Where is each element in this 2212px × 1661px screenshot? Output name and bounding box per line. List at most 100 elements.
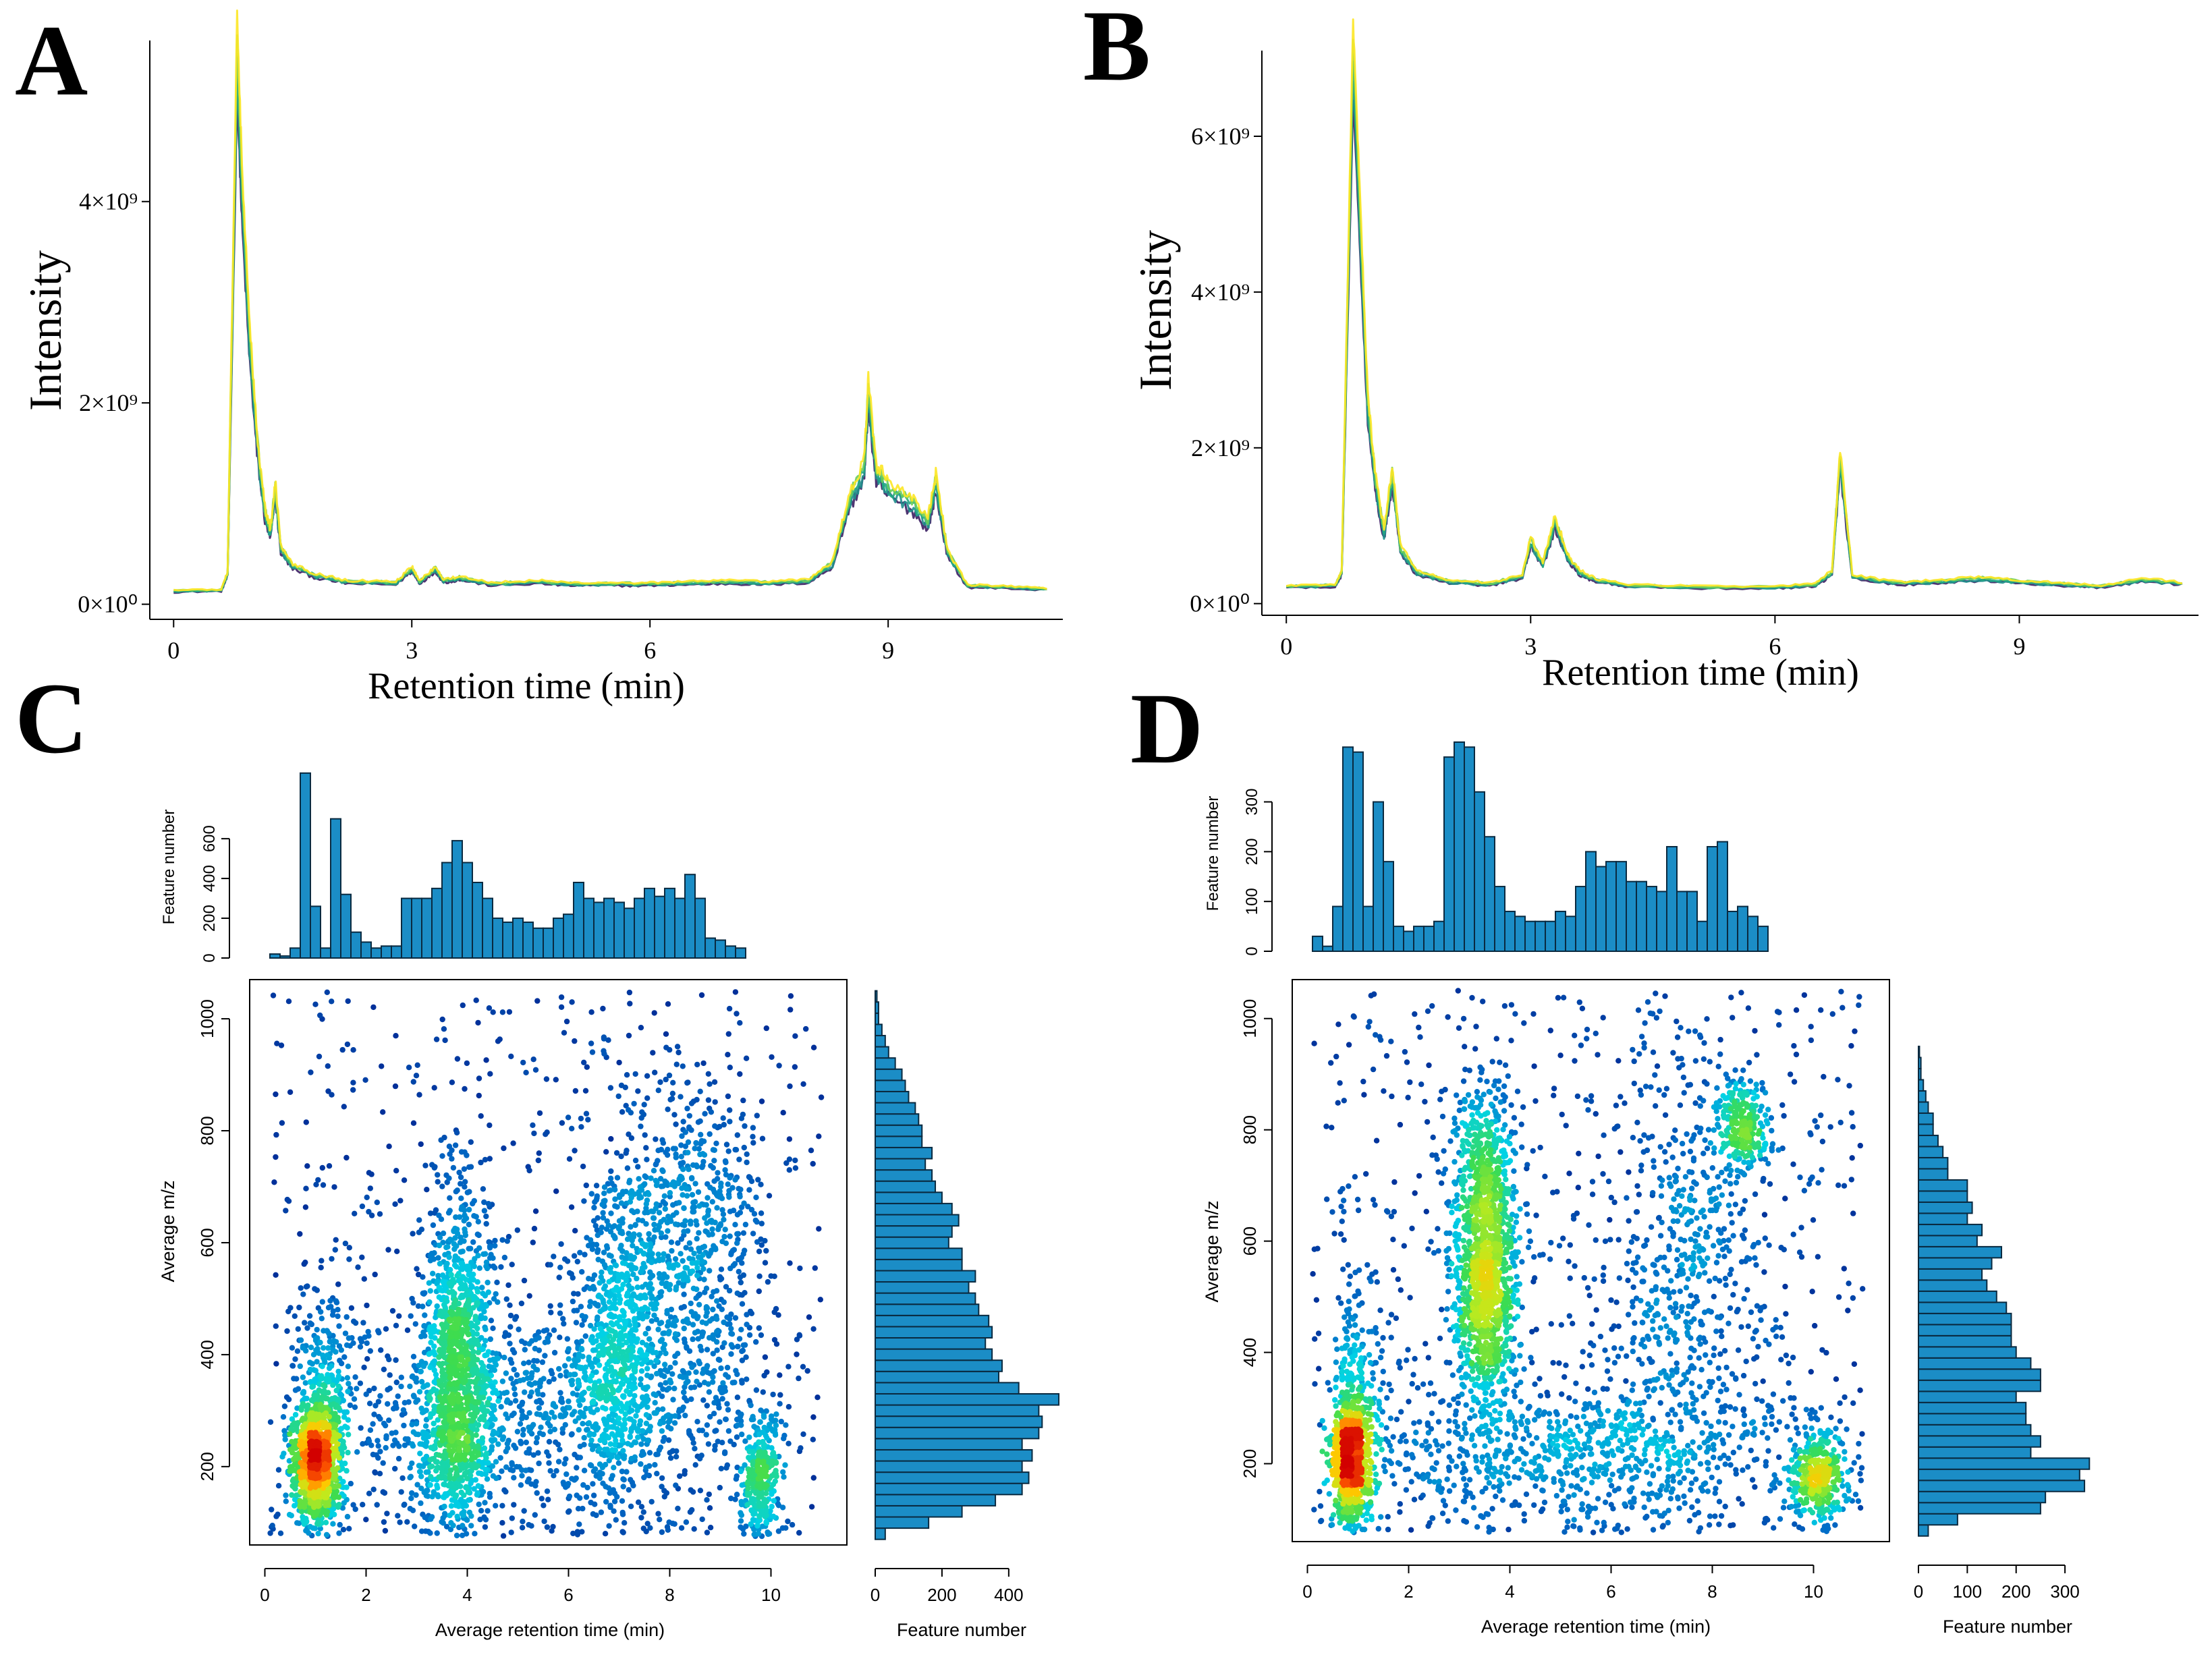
top-hist-bar [715,939,726,959]
scatter-point [480,1363,487,1370]
scatter-point [580,1482,586,1488]
scatter-point [679,1185,685,1191]
scatter-point [458,1234,464,1241]
scatter-point [624,1300,630,1307]
scatter-point [426,1299,433,1305]
scatter-point [471,1411,478,1417]
scatter-point [612,1187,618,1193]
scatter-point [673,1482,679,1488]
scatter-point [343,1314,350,1320]
scatter-point [341,1354,348,1360]
scatter-point [643,1145,649,1151]
scatter-point [487,1336,493,1343]
scatter-point [611,1508,617,1514]
scatter-point [656,1210,663,1216]
scatter-point [501,1354,507,1361]
scatter-point [667,1364,673,1371]
scatter-point [624,1388,630,1394]
scatter-point [714,1339,720,1345]
scatter-point [352,1506,358,1513]
scatter-point [455,1397,461,1403]
scatter-point [705,1381,711,1387]
scatter-point [758,1475,764,1481]
scatter-point [641,1474,647,1481]
scatter-point [583,1110,590,1117]
scatter-point [407,1465,413,1471]
scatter-point [330,1382,336,1388]
top-hist-bar [482,897,493,959]
scatter-point [516,1403,523,1409]
scatter-point [512,1445,519,1451]
scatter-point [753,1387,760,1393]
scatter-point [726,1287,733,1294]
scatter-point [603,1149,609,1155]
scatter-point [398,1374,404,1380]
scatter-point [638,1515,644,1521]
scatter-point [589,1049,596,1055]
scatter-point [366,1401,373,1407]
scatter-point [745,1204,751,1210]
panel-letter-d: D [1130,673,1203,785]
scatter-point [503,1389,510,1396]
scatter-point [333,1237,339,1243]
scatter-point [619,1272,625,1278]
scatter-point [371,1385,377,1392]
scatter-point [718,1266,725,1272]
scatter-point [727,1233,733,1239]
scatter-point [366,1208,372,1215]
scatter-point [523,1439,529,1446]
scatter-point [453,1264,460,1270]
scatter-point [409,1490,415,1496]
scatter-point [279,1454,285,1460]
scatter-point [786,1136,793,1142]
scatter-point [599,1269,605,1276]
scatter-point [289,1438,295,1445]
scatter-point [625,1440,631,1446]
scatter-point [716,1303,722,1310]
scatter-point [318,1309,324,1315]
scatter-point [642,1295,648,1301]
scatter-point [455,1379,461,1385]
scatter-point [478,1113,484,1119]
scatter-point [301,1500,308,1507]
scatter-point [425,1469,431,1475]
scatter-point [551,1376,557,1382]
scatter-point [481,1376,488,1383]
scatter-point [320,1182,327,1188]
scatter-point [694,1286,700,1293]
scatter-point [561,1030,568,1036]
scatter-point [690,1205,696,1211]
scatter-point [499,1378,506,1384]
scatter-point [466,1497,472,1503]
scatter-point [534,998,541,1004]
scatter-point [620,1281,626,1288]
scatter-point [608,1135,614,1142]
scatter-point [540,1392,546,1398]
scatter-point [368,1212,375,1218]
top-hist-bar [269,953,281,959]
scatter-point [605,1368,612,1374]
scatter-point [526,1359,532,1366]
scatter-point [696,1230,702,1236]
scatter-point [470,1239,476,1245]
scatter-point [669,1247,675,1254]
x-tick-label: 9 [882,637,894,664]
scatter-point [655,1511,661,1517]
scatter-point [777,1392,783,1398]
scatter-point [447,1429,453,1435]
scatter-point [407,1383,413,1390]
scatter-point [721,1319,727,1326]
scatter-point [628,1477,634,1483]
scatter-point [717,1221,724,1227]
scatter-point [581,1434,587,1441]
scatter-point [646,1191,652,1198]
scatter-point [464,1189,470,1195]
scatter-point [427,1258,434,1264]
scatter-point [711,1400,717,1406]
scatter-point [723,1416,729,1422]
scatter-point [557,1264,563,1270]
scatter-point [606,1278,612,1285]
scatter-point [628,1416,634,1422]
scatter-point [312,1001,319,1007]
scatter-point [563,1471,570,1477]
